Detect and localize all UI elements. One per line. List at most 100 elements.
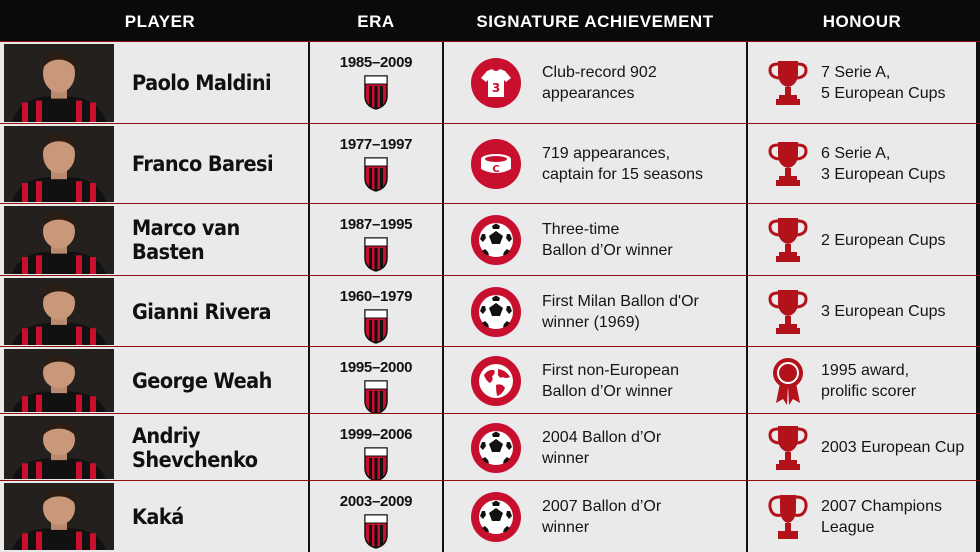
era-years: 1985–2009 [339,54,413,71]
player-cell: Franco Baresi [0,124,308,204]
honour-line: 5 European Cups [821,85,946,102]
era-cell: 1985–2009 [310,42,442,124]
achievement-line: Ballon d’Or winner [542,242,673,259]
shirt-number: 3 [492,81,500,95]
achievement-line: Three-time [542,221,620,238]
player-portrait-icon [4,416,114,479]
honour-text: 7 Serie A, 5 European Cups [821,42,972,124]
club-crest-icon [364,514,388,549]
achievement-line: winner (1969) [542,313,640,331]
shirt-icon: 3 [470,57,522,109]
player-portrait-icon [4,126,114,202]
honour-line: 6 Serie A, [821,145,891,162]
player-photo [4,278,114,345]
achievement-line: appearances [542,85,635,102]
era-cell: 1987–1995 [310,204,442,276]
honour-line: 7 Serie A, [821,64,891,81]
player-photo [4,206,114,274]
table-header: PLAYER ERA SIGNATURE ACHIEVEMENT HONOUR [0,0,980,41]
era-cell: 1995–2000 [310,347,442,415]
player-name: Marco van Basten [132,216,240,264]
trophy-icon [768,214,808,266]
club-crest-icon [364,447,388,482]
header-honour: HONOUR [822,12,902,31]
captain-armband-icon: C [470,138,522,190]
achievement-line: First Milan Ballon d'Or [542,292,699,310]
achievement-line: First non-European [542,361,679,379]
player-portrait-icon [4,44,114,122]
achievement-line: captain for 15 seasons [542,166,703,183]
achievement-cell: 3 Club-record 902 appearances [444,42,746,124]
trophy-icon [768,422,808,474]
player-cell: George Weah [0,347,308,414]
achievement-line: 719 appearances, [542,145,671,162]
table-row: Kaká 2003–2009 2007 Ballon d’Or winner [0,480,980,552]
table-row: Paolo Maldini 1985–2009 3 Club-record 90… [0,41,980,124]
trophy-icon [768,57,808,109]
trophy-icon [768,286,808,338]
club-crest-icon [364,75,388,110]
honour-cell: 3 European Cups [748,276,976,347]
honour-cell: 1995 award, prolific scorer [748,347,976,414]
achievement-line: Club-record 902 [542,64,657,81]
player-photo [4,416,114,479]
era-cell: 1960–1979 [310,276,442,347]
club-crest-icon [364,380,388,415]
table-row: Andriy Shevchenko 1999–2006 2004 Ballon … [0,413,980,482]
honour-cell: 6 Serie A, 3 European Cups [748,124,976,204]
player-cell: Gianni Rivera [0,276,308,347]
achievement-text: 719 appearances, captain for 15 seasons [542,124,740,204]
era-cell: 1977–1997 [310,124,442,204]
achievement-text: Club-record 902 appearances [542,42,740,124]
achievement-text: 2007 Ballon d’Or winner [542,481,740,552]
honour-line: 3 European Cups [821,303,946,320]
honour-line: 1995 award, [821,361,910,379]
champions-cup-icon [768,491,808,543]
globe-icon [470,355,522,407]
player-photo [4,349,114,412]
achievement-cell: 2007 Ballon d’Or winner [444,481,746,552]
player-name: Gianni Rivera [132,299,272,324]
honour-text: 2 European Cups [821,204,972,276]
achievement-cell: 2004 Ballon d’Or winner [444,414,746,481]
football-icon [470,422,522,474]
header-player: PLAYER [124,12,196,31]
achievement-cell: First non-European Ballon d’Or winner [444,347,746,414]
achievement-cell: C 719 appearances, captain for 15 seasons [444,124,746,204]
honour-line: League [821,518,875,536]
honour-line: 3 European Cups [821,166,946,183]
table-row: Franco Baresi 1977–1997 C 719 appearance… [0,123,980,204]
era-years: 1999–2006 [339,426,413,443]
armband-letter: C [492,164,499,175]
honour-text: 2007 Champions League [821,481,972,552]
achievement-text: First non-European Ballon d’Or winner [542,347,740,414]
football-icon [470,491,522,543]
football-icon [470,214,522,266]
player-name: George Weah [132,368,272,393]
player-name: Paolo Maldini [132,71,272,95]
era-cell: 1999–2006 [310,414,442,482]
achievement-text: 2004 Ballon d’Or winner [542,414,740,481]
player-cell: Andriy Shevchenko [0,414,308,481]
honour-text: 3 European Cups [821,276,972,347]
header-era: ERA [357,12,395,31]
achievement-cell: First Milan Ballon d'Or winner (1969) [444,276,746,347]
achievement-text: First Milan Ballon d'Or winner (1969) [542,276,740,347]
player-portrait-icon [4,483,114,550]
award-ribbon-icon [768,355,808,407]
achievement-cell: Three-time Ballon d’Or winner [444,204,746,276]
achievement-text: Three-time Ballon d’Or winner [542,204,740,276]
honour-cell: 2 European Cups [748,204,976,276]
player-portrait-icon [4,206,114,274]
honour-cell: 2007 Champions League [748,481,976,552]
player-photo [4,483,114,550]
achievement-line: winner [542,449,590,467]
honour-line: 2 European Cups [821,231,946,249]
player-cell: Kaká [0,481,308,552]
club-crest-icon [364,309,388,344]
era-cell: 2003–2009 [310,481,442,552]
achievement-line: Ballon d’Or winner [542,382,673,400]
honour-cell: 2003 European Cup [748,414,976,481]
player-portrait-icon [4,278,114,345]
